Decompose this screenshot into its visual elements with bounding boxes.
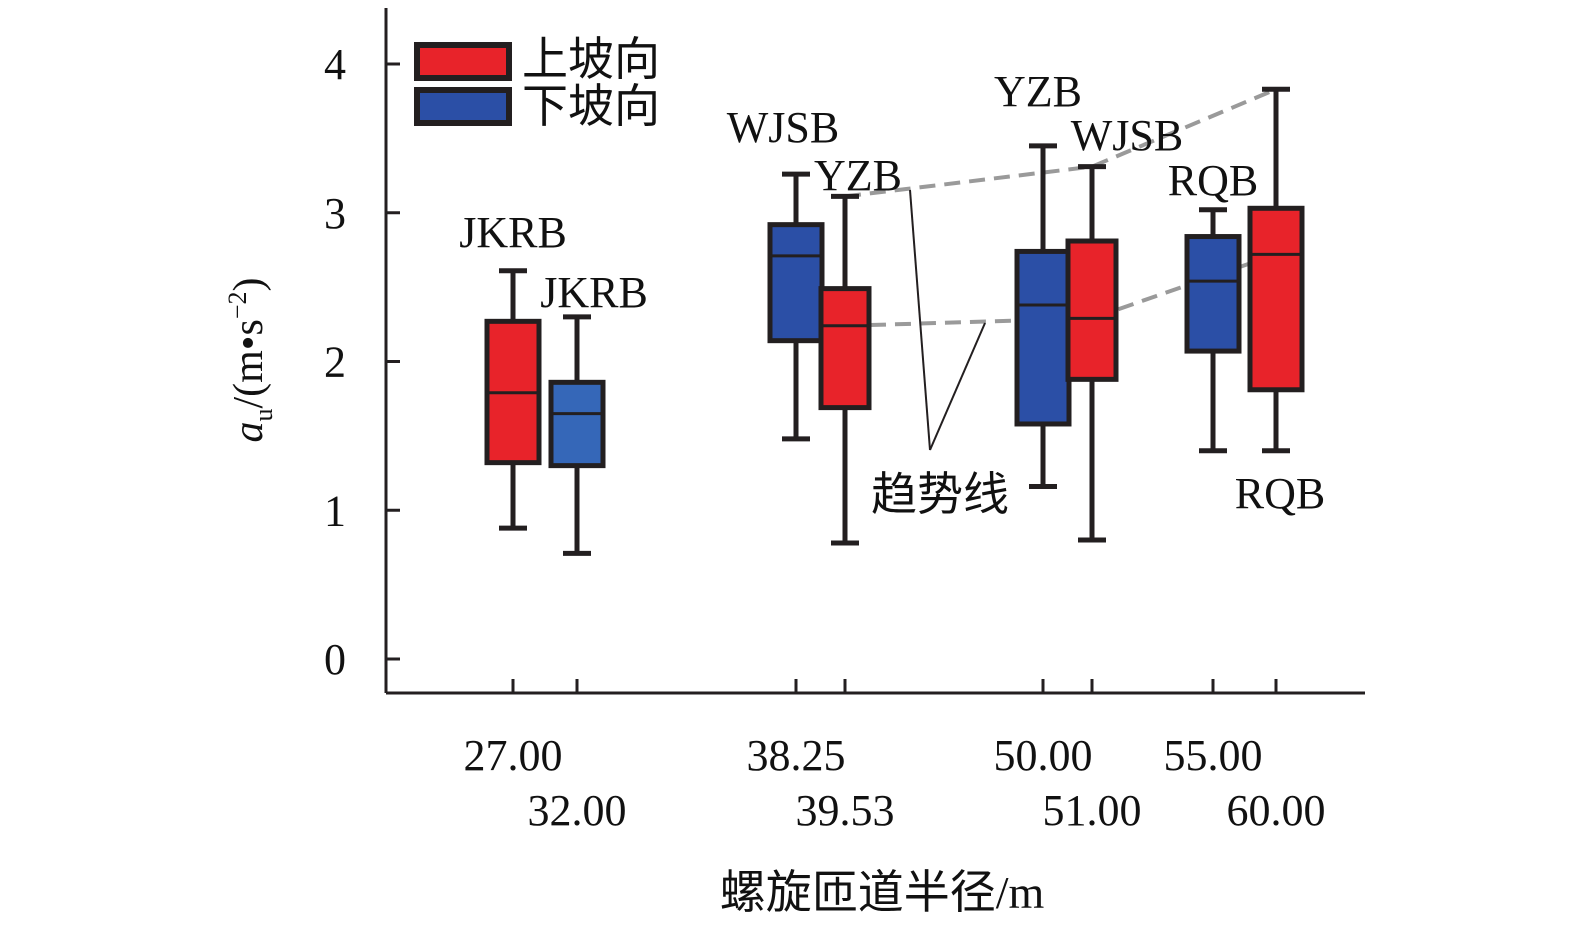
box-60.00	[1247, 86, 1305, 454]
box-iqr	[548, 379, 606, 469]
legend-swatch-uphill	[414, 42, 512, 81]
box-label: WJSB	[727, 103, 839, 152]
box-iqr	[1065, 238, 1119, 382]
box-32.00	[548, 314, 606, 556]
box-iqr	[767, 222, 825, 344]
legend: 上坡向 下坡向	[414, 34, 660, 132]
x-tick-label: 27.00	[464, 731, 563, 780]
x-tick-label: 55.00	[1164, 731, 1263, 780]
y-tick-label: 1	[324, 486, 346, 535]
trend-line-upper	[844, 87, 1277, 199]
boxes	[484, 86, 1305, 556]
y-tick-label: 3	[324, 189, 346, 238]
box-label: YZB	[994, 67, 1082, 116]
box-label: JKRB	[540, 268, 648, 317]
trend-annotation: 趋势线	[871, 189, 1009, 520]
x-tick-label: 50.00	[994, 731, 1093, 780]
legend-label-uphill: 上坡向	[522, 34, 660, 85]
box-55.00	[1184, 207, 1242, 454]
box-iqr	[818, 286, 872, 411]
annotation-pointer-lower	[929, 322, 986, 451]
box-50.00	[1014, 143, 1072, 489]
box-iqr	[1014, 248, 1072, 427]
x-tick-label: 38.25	[747, 731, 846, 780]
x-tick-label: 32.00	[528, 786, 627, 835]
trend-annotation-label: 趋势线	[871, 469, 1009, 520]
box-27.00	[484, 268, 542, 531]
box-iqr	[1247, 205, 1305, 393]
x-tick-label: 60.00	[1227, 786, 1326, 835]
box-label: RQB	[1168, 156, 1258, 205]
axes: 0 1 2 3 4	[324, 8, 1365, 695]
labels: 27.00 JKRB 32.00 JKRB 38.25 WJSB 39.53 YZB 50.00…	[459, 67, 1325, 835]
box-iqr	[1184, 234, 1242, 354]
legend-label-downhill: 下坡向	[522, 81, 660, 132]
box-51.00	[1065, 164, 1119, 543]
box-39.53	[818, 193, 872, 546]
box-label: JKRB	[459, 208, 567, 257]
x-axis-label: 螺旋匝道半径/m	[720, 867, 1045, 918]
x-tick-label: 39.53	[796, 786, 895, 835]
box-38.25	[767, 171, 825, 442]
box-label: YZB	[814, 151, 902, 200]
x-tick-label: 51.00	[1043, 786, 1142, 835]
legend-swatch-downhill	[414, 87, 512, 126]
annotation-pointer-upper	[909, 189, 931, 451]
y-tick-label: 4	[324, 40, 346, 89]
y-tick-label: 0	[324, 635, 346, 684]
box-label: RQB	[1235, 469, 1325, 518]
y-tick-label: 2	[324, 338, 346, 387]
box-label: WJSB	[1071, 111, 1183, 160]
y-axis-label: au/(m•s−2)	[223, 277, 278, 442]
